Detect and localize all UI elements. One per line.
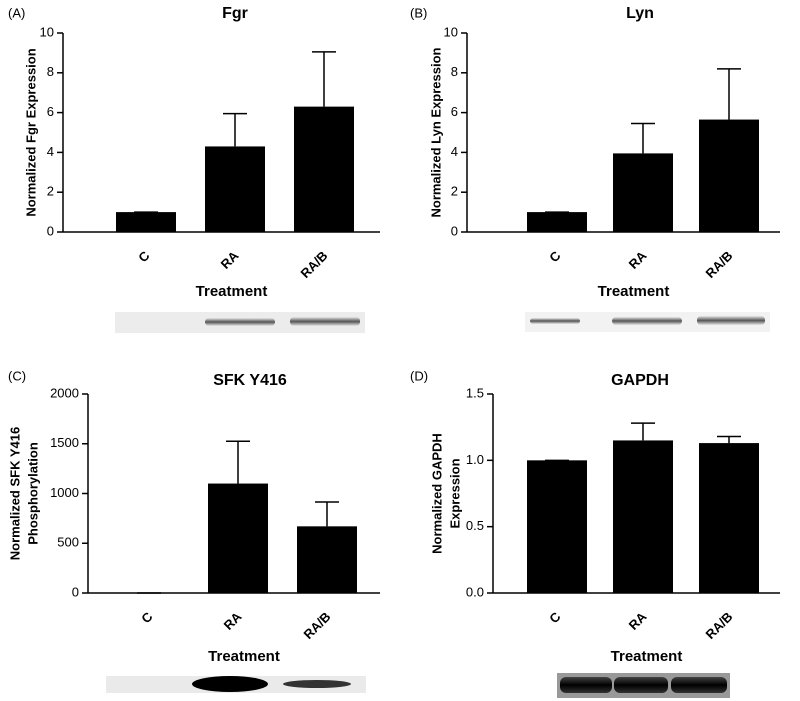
y-tick-label: 4	[47, 144, 54, 159]
x-axis-label: Treatment	[196, 283, 268, 300]
error-bar	[631, 122, 655, 154]
y-tick-label: 8	[451, 64, 458, 79]
x-tick-label: RA	[626, 248, 650, 272]
x-tick-label: RA/B	[702, 248, 735, 281]
y-tick-label: 0.0	[466, 584, 484, 599]
y-tick-label: 1.5	[466, 385, 484, 400]
x-tick-label: RA/B	[300, 609, 333, 642]
panel-label: (A)	[8, 5, 25, 20]
y-tick-label: 0.5	[466, 518, 484, 533]
y-tick-label: 2	[451, 184, 458, 199]
y-tick-label: 1000	[50, 485, 79, 500]
bar	[527, 212, 587, 232]
bar	[116, 212, 176, 232]
blot-c	[106, 676, 366, 693]
x-axis-label: Treatment	[598, 283, 670, 300]
y-tick-label: 500	[57, 535, 79, 550]
x-tick-label: C	[546, 248, 564, 266]
y-axis-label: Normalized SFK Y416	[7, 427, 22, 560]
bar	[205, 146, 265, 232]
y-tick-label: 6	[47, 104, 54, 119]
error-bar	[315, 501, 339, 527]
x-tick-label: RA/B	[297, 248, 330, 281]
y-tick-label: 6	[451, 104, 458, 119]
blot-d	[557, 673, 730, 698]
y-tick-label: 0	[451, 223, 458, 238]
blot-a	[115, 312, 365, 333]
error-bar	[717, 68, 741, 120]
panel-label: (D)	[410, 368, 428, 383]
error-bar	[631, 422, 655, 441]
y-axis-label: Expression	[447, 458, 462, 528]
x-tick-label: C	[135, 248, 153, 266]
bar	[699, 119, 759, 232]
chart-title: GAPDH	[611, 372, 669, 389]
bar	[699, 443, 759, 593]
bar	[613, 440, 673, 593]
x-axis-label: Treatment	[208, 648, 280, 665]
y-tick-label: 1500	[50, 435, 79, 450]
bar	[294, 106, 354, 232]
y-axis-label: Normalized Lyn Expression	[428, 47, 443, 217]
y-tick-label: 1.0	[466, 452, 484, 467]
x-tick-label: C	[138, 609, 156, 627]
x-tick-label: RA	[218, 248, 242, 272]
x-tick-label: C	[546, 609, 564, 627]
bar	[527, 460, 587, 593]
x-tick-label: RA	[221, 609, 245, 633]
panel-label: (C)	[8, 368, 26, 383]
x-axis-label: Treatment	[611, 648, 683, 665]
panel-label: (B)	[410, 5, 427, 20]
chart-title: SFK Y416	[213, 372, 287, 389]
chart-title: Fgr	[222, 5, 248, 22]
x-tick-label: RA	[626, 609, 650, 633]
y-axis-label: Phosphorylation	[25, 442, 40, 545]
blot-b	[525, 312, 770, 332]
y-tick-label: 8	[47, 64, 54, 79]
y-tick-label: 10	[40, 24, 54, 39]
chart-title: Lyn	[626, 5, 654, 22]
error-bar	[226, 440, 250, 484]
y-tick-label: 0	[72, 584, 79, 599]
y-tick-label: 2	[47, 184, 54, 199]
y-tick-label: 0	[47, 223, 54, 238]
error-bar	[717, 435, 741, 444]
bar	[208, 483, 268, 593]
bar	[297, 526, 357, 593]
x-tick-label: RA/B	[702, 609, 735, 642]
y-tick-label: 2000	[50, 385, 79, 400]
y-tick-label: 4	[451, 144, 458, 159]
y-axis-label: Normalized GAPDH	[429, 433, 444, 554]
bar	[613, 153, 673, 232]
y-axis-label: Normalized Fgr Expression	[23, 48, 38, 216]
error-bar	[312, 51, 336, 107]
error-bar	[223, 112, 247, 147]
y-tick-label: 10	[444, 24, 458, 39]
